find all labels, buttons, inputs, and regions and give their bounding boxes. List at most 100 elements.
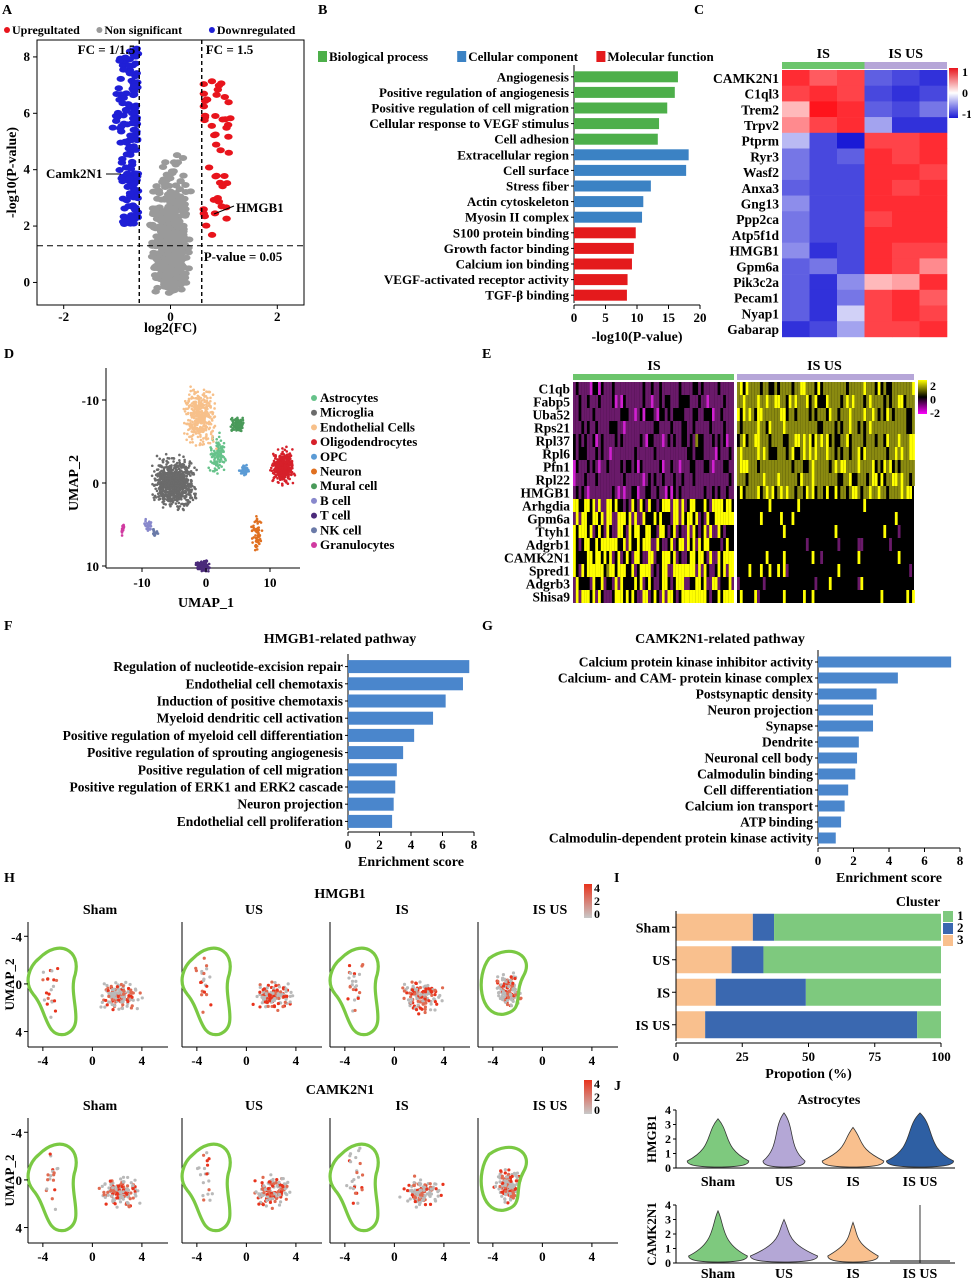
- umap-point: [133, 987, 138, 991]
- x-tick-label: 0: [167, 309, 174, 324]
- heatmap-cell: [609, 590, 612, 603]
- heatmap-cell: [919, 85, 948, 102]
- umap-point: [190, 482, 193, 486]
- panel-label-c: C: [694, 3, 704, 18]
- heatmap-cell: [675, 473, 679, 486]
- heatmap-cell: [897, 551, 901, 564]
- umap-point: [269, 468, 272, 472]
- heatmap-cell: [894, 395, 898, 408]
- umap-point: [180, 502, 183, 506]
- heatmap-cell: [595, 512, 599, 525]
- heatmap-cell: [751, 473, 755, 486]
- heatmap-cell: [748, 395, 752, 408]
- umap-point: [122, 992, 126, 996]
- legend-label: B cell: [320, 493, 351, 508]
- point-downregulated: [125, 190, 135, 197]
- category-label: Calcium protein kinase inhibitor activit…: [579, 655, 814, 670]
- legend-label: Non significant: [104, 23, 182, 37]
- heatmap-cell: [894, 473, 898, 486]
- heatmap-cell: [869, 447, 872, 460]
- heatmap-cell: [664, 460, 668, 473]
- umap-point: [174, 482, 178, 485]
- heatmap-cell: [751, 408, 755, 421]
- umap-point: [290, 463, 294, 467]
- umap-point: [45, 1002, 49, 1006]
- heatmap-cell: [864, 101, 893, 118]
- umap-point: [198, 413, 202, 417]
- umap-point: [208, 566, 211, 570]
- heatmap-cell: [919, 305, 948, 322]
- heatmap-cell: [903, 460, 907, 473]
- umap-point: [406, 998, 411, 1002]
- heatmap-cell: [686, 473, 690, 486]
- heatmap-cell: [617, 551, 621, 564]
- heatmap-cell: [877, 486, 881, 499]
- x-tick-label: 0: [203, 575, 210, 590]
- heatmap-cell: [843, 421, 846, 434]
- heatmap-cell: [906, 382, 910, 395]
- umap-point: [288, 1000, 292, 1004]
- heatmap-cell: [837, 179, 865, 196]
- point-downregulated: [131, 104, 140, 111]
- umap-point: [213, 424, 217, 428]
- heatmap-cell: [919, 274, 948, 291]
- heatmap-cell: [880, 408, 884, 421]
- umap-point: [116, 991, 121, 995]
- heatmap-cell: [797, 408, 801, 421]
- heatmap-cell: [788, 395, 792, 408]
- point-downregulated: [129, 92, 138, 99]
- umap-point: [187, 428, 190, 432]
- heatmap-cell: [791, 512, 795, 525]
- heatmap-cell: [636, 408, 640, 421]
- heatmap-cell: [919, 70, 948, 86]
- heatmap-cell: [751, 447, 755, 460]
- heatmap-cell: [575, 473, 579, 486]
- heatmap-cell: [661, 590, 665, 603]
- heatmap-cell: [584, 538, 587, 551]
- legend-label: Upregultated: [12, 23, 80, 37]
- bar: [818, 688, 877, 700]
- heatmap-cell: [578, 460, 582, 473]
- umap-point: [202, 559, 206, 563]
- cluster-outline: [26, 946, 78, 1037]
- heatmap-cell: [757, 421, 760, 434]
- heatmap-cell: [782, 227, 810, 243]
- umap-point: [405, 986, 410, 990]
- heatmap-cell: [791, 473, 795, 486]
- heatmap-cell: [650, 421, 654, 434]
- heatmap-cell: [851, 486, 855, 499]
- heatmap-cell: [661, 434, 665, 447]
- point-downregulated: [131, 146, 141, 153]
- heatmap-cell: [800, 447, 803, 460]
- heatmap-cell: [889, 434, 892, 447]
- heatmap-cell: [864, 242, 893, 259]
- legend-dot: [311, 527, 317, 534]
- point-nonsignificant: [172, 152, 182, 159]
- heatmap-cell: [706, 486, 710, 499]
- heatmap-cell: [863, 447, 867, 460]
- heatmap-cell: [609, 447, 612, 460]
- heatmap-cell: [684, 473, 687, 486]
- heatmap-cell: [645, 590, 649, 603]
- heatmap-cell: [892, 101, 920, 118]
- legend-dot: [311, 453, 317, 460]
- heatmap-cell: [617, 577, 621, 590]
- heatmap-cell: [864, 85, 893, 102]
- umap-point: [52, 978, 56, 982]
- umap-point: [271, 479, 274, 483]
- heatmap-cell: [788, 421, 792, 434]
- panel-label-f: F: [4, 619, 13, 634]
- umap-point: [120, 534, 124, 537]
- heatmap-cell: [877, 421, 881, 434]
- heatmap-cell: [670, 590, 674, 603]
- heatmap-cell: [788, 486, 792, 499]
- heatmap-cell: [739, 473, 743, 486]
- heatmap-cell: [667, 564, 671, 577]
- heatmap-cell: [684, 486, 687, 499]
- umap-point: [187, 397, 191, 401]
- heatmap-cell: [723, 486, 726, 499]
- colorbar-label: 0: [930, 393, 936, 407]
- heatmap-cell: [636, 486, 640, 499]
- umap-point: [138, 991, 142, 995]
- heatmap-cell: [667, 473, 671, 486]
